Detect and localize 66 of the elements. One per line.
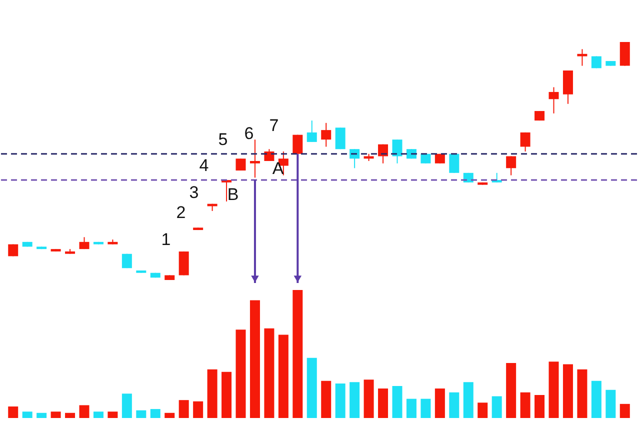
bar [193, 401, 204, 418]
bar [122, 394, 132, 418]
candlestick [520, 132, 530, 152]
bar [620, 404, 630, 418]
bar [392, 386, 402, 418]
bar [136, 410, 146, 418]
bar [534, 394, 545, 418]
bar [306, 358, 317, 418]
bar [506, 362, 516, 418]
bar [492, 396, 502, 418]
bar [463, 382, 474, 418]
annotation: 7 [269, 116, 279, 135]
bar [164, 412, 175, 418]
bar [108, 412, 118, 418]
candlestick [392, 139, 402, 164]
candlestick [250, 139, 260, 178]
bar [50, 412, 61, 418]
bar [321, 380, 332, 418]
bar [236, 330, 246, 418]
candlestick [577, 48, 588, 66]
annotation: 5 [218, 130, 228, 149]
bar [577, 369, 588, 418]
candlestick [620, 42, 630, 66]
bar [520, 392, 530, 418]
bar [65, 412, 76, 418]
bar [93, 412, 104, 418]
annotation: 1 [161, 230, 171, 249]
bar [292, 290, 303, 418]
bar [478, 402, 488, 418]
candlestick [506, 156, 516, 176]
bar [548, 362, 559, 418]
bar [406, 398, 416, 418]
bar [22, 412, 32, 418]
candlestick [292, 134, 303, 154]
bar [264, 328, 274, 418]
bar [250, 300, 260, 418]
annotation: 4 [199, 156, 209, 175]
bar [79, 405, 90, 418]
annotation: 3 [189, 183, 199, 202]
bar [591, 380, 602, 418]
candlestick [350, 148, 360, 169]
bar [434, 388, 445, 418]
ref-line-label: B [227, 185, 239, 204]
bar [222, 372, 232, 418]
bar [335, 383, 346, 418]
bar [420, 398, 431, 418]
candlestick [562, 70, 573, 104]
bar [150, 409, 160, 418]
bar [178, 400, 189, 418]
bar [562, 364, 573, 418]
annotation: 6 [244, 124, 254, 143]
candlestick [449, 153, 460, 174]
bar [378, 388, 388, 418]
bar [278, 334, 288, 418]
candlestick [548, 86, 559, 114]
bar [364, 380, 374, 418]
candlestick [321, 122, 332, 148]
bar [350, 382, 360, 418]
candlestick [306, 120, 317, 142]
bar [8, 406, 18, 418]
candlestick [335, 127, 346, 150]
bar [449, 392, 460, 418]
bar [36, 412, 47, 418]
bar [606, 390, 616, 418]
bar [207, 369, 218, 418]
annotation: 2 [176, 203, 186, 222]
